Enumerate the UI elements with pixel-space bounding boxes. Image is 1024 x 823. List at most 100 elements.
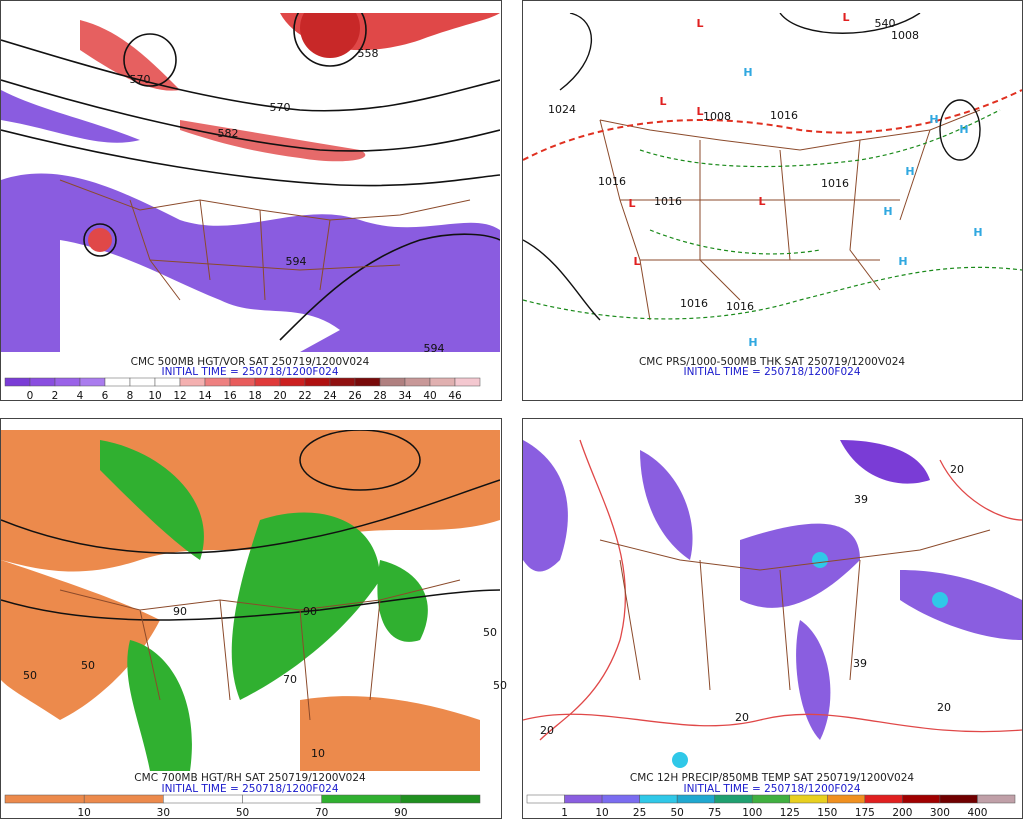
map-label: 20 xyxy=(540,724,554,737)
colorbar-swatch xyxy=(304,377,331,387)
map-precip xyxy=(523,430,1022,771)
map-pressure xyxy=(523,13,1022,352)
initial-time: INITIAL TIME = 250718/1200F024 xyxy=(683,783,860,795)
colorbar-swatch xyxy=(864,794,903,804)
colorbar-swatch xyxy=(179,377,206,387)
colorbar-swatch xyxy=(379,377,406,387)
colorbar-label: 50 xyxy=(670,807,683,819)
colorbar-label: 24 xyxy=(323,390,337,402)
colorbar-label: 34 xyxy=(398,390,412,402)
colorbar-label: 10 xyxy=(148,390,161,402)
colorbar-label: 0 xyxy=(27,390,34,402)
colorbar-swatch xyxy=(129,377,156,387)
map-label: 1008 xyxy=(703,110,731,123)
colorbar-label: 70 xyxy=(315,807,328,819)
map-label: H xyxy=(905,165,914,178)
colorbar-label: 10 xyxy=(595,807,608,819)
map-label: L xyxy=(758,195,765,208)
colorbar-swatch xyxy=(279,377,306,387)
colorbar-label: 25 xyxy=(633,807,646,819)
colorbar-swatch xyxy=(714,794,753,804)
colorbar-swatch xyxy=(526,794,565,804)
map-caption: CMC PRS/1000-500MB THK SAT 250719/1200V0… xyxy=(639,356,905,368)
colorbar-label: 125 xyxy=(780,807,800,819)
map-label: 582 xyxy=(218,127,239,140)
map-label: 39 xyxy=(853,657,867,670)
colorbar-swatch xyxy=(204,377,231,387)
colorbar-label: 28 xyxy=(373,390,386,402)
colorbar-label: 20 xyxy=(273,390,286,402)
colorbar-label: 200 xyxy=(892,807,912,819)
colorbar-swatch xyxy=(751,794,791,804)
colorbar-label: 8 xyxy=(127,390,134,402)
colorbar-swatch xyxy=(902,794,941,804)
colorbar-swatch xyxy=(454,377,481,387)
panel-frame xyxy=(0,0,502,401)
colorbar-swatch xyxy=(404,377,431,387)
map-label: 1016 xyxy=(821,177,849,190)
map-label: 70 xyxy=(283,673,297,686)
colorbar-label: 6 xyxy=(102,390,109,402)
map-label: L xyxy=(842,11,849,24)
colorbar-label: 18 xyxy=(248,390,261,402)
colorbar-label: 10 xyxy=(77,807,90,819)
colorbar-swatch xyxy=(354,377,381,387)
colorbar-label: 175 xyxy=(855,807,875,819)
map-label: H xyxy=(743,66,752,79)
colorbar-swatch xyxy=(4,794,85,804)
map-caption: CMC 12H PRECIP/850MB TEMP SAT 250719/120… xyxy=(630,772,914,784)
map-label: H xyxy=(973,226,982,239)
map-label: 570 xyxy=(130,73,151,86)
colorbar-swatch xyxy=(827,794,866,804)
map-label: 1016 xyxy=(680,297,708,310)
colorbar-label: 4 xyxy=(77,390,84,402)
initial-time: INITIAL TIME = 250718/1200F024 xyxy=(161,366,338,378)
colorbar-label: 150 xyxy=(817,807,837,819)
colorbar-swatch xyxy=(254,377,281,387)
colorbar-swatch xyxy=(564,794,603,804)
colorbar-label: 14 xyxy=(198,390,212,402)
map-label: 1016 xyxy=(770,109,798,122)
colorbar-swatch xyxy=(429,377,456,387)
map-label: 90 xyxy=(303,605,317,618)
map-700mb xyxy=(1,430,500,771)
map-label: L xyxy=(659,95,666,108)
colorbar-swatch xyxy=(54,377,81,387)
map-label: L xyxy=(628,197,635,210)
map-500mb xyxy=(1,13,500,352)
colorbar-swatch xyxy=(83,794,164,804)
map-label: 50 xyxy=(493,679,507,692)
colorbar-label: 30 xyxy=(157,807,170,819)
colorbar-label: 90 xyxy=(394,807,407,819)
map-label: 558 xyxy=(358,47,379,60)
colorbar-label: 22 xyxy=(298,390,311,402)
map-label: 50 xyxy=(483,626,497,639)
initial-time: INITIAL TIME = 250718/1200F024 xyxy=(161,783,338,795)
map-label: 570 xyxy=(270,101,291,114)
map-label: H xyxy=(898,255,907,268)
colorbar-label: 1 xyxy=(561,807,568,819)
colorbar-swatch xyxy=(789,794,828,804)
map-label: H xyxy=(929,113,938,126)
map-label: 39 xyxy=(854,493,868,506)
map-label: L xyxy=(696,17,703,30)
colorbar-swatch xyxy=(79,377,106,387)
colorbar-swatch xyxy=(601,794,640,804)
map-label: 90 xyxy=(173,605,187,618)
colorbar-swatch xyxy=(400,794,481,804)
map-label: 1016 xyxy=(654,195,682,208)
colorbar-label: 50 xyxy=(236,807,249,819)
panel-frame xyxy=(522,0,1023,401)
map-label: 20 xyxy=(735,711,749,724)
colorbar-swatch xyxy=(676,794,715,804)
map-label: 1008 xyxy=(891,29,919,42)
map-caption: CMC 700MB HGT/RH SAT 250719/1200V024 xyxy=(134,772,366,784)
map-label: L xyxy=(696,105,703,118)
map-label: 50 xyxy=(23,669,37,682)
colorbar-label: 46 xyxy=(448,390,462,402)
colorbar-swatch xyxy=(977,794,1016,804)
map-caption: CMC 500MB HGT/VOR SAT 250719/1200V024 xyxy=(131,356,370,368)
map-label: H xyxy=(959,123,968,136)
map-label: 594 xyxy=(424,342,445,355)
map-label: L xyxy=(633,255,640,268)
